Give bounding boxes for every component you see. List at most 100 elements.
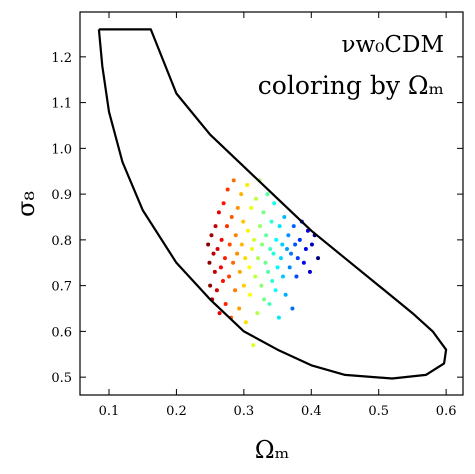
scatter-point: [241, 219, 246, 224]
scatter-point: [280, 274, 285, 279]
scatter-point: [251, 343, 256, 348]
y-tick-label: 0.8: [51, 234, 72, 249]
scatter-point: [217, 311, 222, 316]
scatter-point: [266, 269, 271, 274]
scatter-point: [255, 311, 260, 316]
scatter-point: [237, 306, 242, 311]
y-tick-label: 1.2: [51, 51, 72, 66]
scatter-point: [229, 214, 234, 219]
scatter-point: [294, 274, 299, 279]
scatter-point: [209, 233, 214, 238]
scatter-point: [258, 224, 263, 229]
scatter-point: [223, 301, 228, 306]
scatter-point: [243, 320, 248, 325]
scatter-point: [274, 237, 279, 242]
scatter-point: [301, 260, 306, 265]
scatter-point: [221, 201, 226, 206]
scatter-point: [245, 182, 250, 187]
scatter-point: [249, 205, 254, 210]
chart-subtitle: coloring by Ωₘ: [258, 71, 444, 100]
scatter-point: [265, 192, 270, 197]
scatter-point: [303, 247, 308, 252]
scatter-point: [211, 251, 216, 256]
y-tick-label: 0.5: [51, 371, 72, 386]
scatter-point: [260, 242, 265, 247]
plot-frame: [79, 11, 464, 396]
scatter-point: [280, 242, 285, 247]
scatter-point: [267, 301, 272, 306]
scatter-point: [220, 279, 225, 284]
scatter-point: [287, 265, 292, 270]
scatter-point: [237, 269, 242, 274]
scatter-point: [268, 247, 273, 252]
scatter-point: [219, 237, 224, 242]
y-tick-label: 1.0: [51, 142, 72, 157]
scatter-point: [247, 292, 252, 297]
x-tick-label: 0.6: [436, 404, 457, 419]
scatter-point: [213, 224, 218, 229]
scatter-point: [289, 251, 294, 256]
scatter-point: [253, 274, 258, 279]
scatter-point: [216, 210, 221, 215]
scatter-point: [269, 219, 274, 224]
scatter-point: [235, 251, 240, 256]
scatter-point: [316, 256, 321, 261]
scatter-point: [309, 242, 314, 247]
scatter-point: [249, 247, 254, 252]
scatter-point: [273, 288, 278, 293]
scatter-point: [231, 260, 236, 265]
scatter-point: [227, 242, 232, 247]
scatter-point: [207, 260, 212, 265]
scatter-point: [263, 260, 268, 265]
scatter-point: [271, 251, 276, 256]
x-tick-label: 0.1: [99, 404, 120, 419]
y-tick-label: 0.7: [51, 280, 72, 295]
scatter-point: [297, 237, 302, 242]
scatter-point: [272, 201, 277, 206]
y-tick-label: 1.1: [51, 97, 72, 112]
scatter-point: [264, 233, 269, 238]
scatter-point: [227, 274, 232, 279]
x-tick-label: 0.3: [234, 404, 255, 419]
scatter-point: [224, 224, 229, 229]
scatter-point: [231, 178, 236, 183]
scatter-point: [290, 306, 295, 311]
x-tick-label: 0.4: [301, 404, 322, 419]
scatter-point: [233, 288, 238, 293]
scatter-point: [243, 256, 248, 261]
x-tick-label: 0.2: [166, 404, 187, 419]
scatter-point: [307, 269, 312, 274]
scatter-point: [251, 237, 256, 242]
scatter-point: [215, 247, 220, 252]
y-tick-label: 0.6: [51, 325, 72, 340]
scatter-point: [222, 256, 227, 261]
scatter-point: [291, 224, 296, 229]
scatter-point: [225, 187, 230, 192]
scatter-point: [233, 233, 238, 238]
y-tick-label: 0.9: [51, 188, 72, 203]
scatter-point: [212, 269, 217, 274]
x-tick-label: 0.5: [368, 404, 389, 419]
scatter-point: [235, 205, 240, 210]
scatter-point: [262, 297, 267, 302]
scatter-point: [270, 279, 275, 284]
contour-line: [97, 28, 448, 380]
y-axis-label: σ₈: [12, 191, 40, 217]
scatter-point: [283, 292, 288, 297]
scatter-point: [278, 256, 283, 261]
scatter-point: [239, 242, 244, 247]
x-axis-label: Ωₘ: [255, 436, 290, 464]
scatter-point: [282, 214, 287, 219]
scatter-point: [218, 265, 223, 270]
scatter-point: [239, 192, 244, 197]
scatter-point: [245, 228, 250, 233]
scatter-point: [286, 233, 291, 238]
scatter-point: [261, 210, 266, 215]
scatter-point: [285, 247, 290, 252]
scatter-point: [276, 315, 281, 320]
scatter-point: [247, 265, 252, 270]
scatter-point: [208, 283, 213, 288]
chart-title: νw₀CDM: [342, 32, 444, 58]
scatter-point: [275, 265, 280, 270]
